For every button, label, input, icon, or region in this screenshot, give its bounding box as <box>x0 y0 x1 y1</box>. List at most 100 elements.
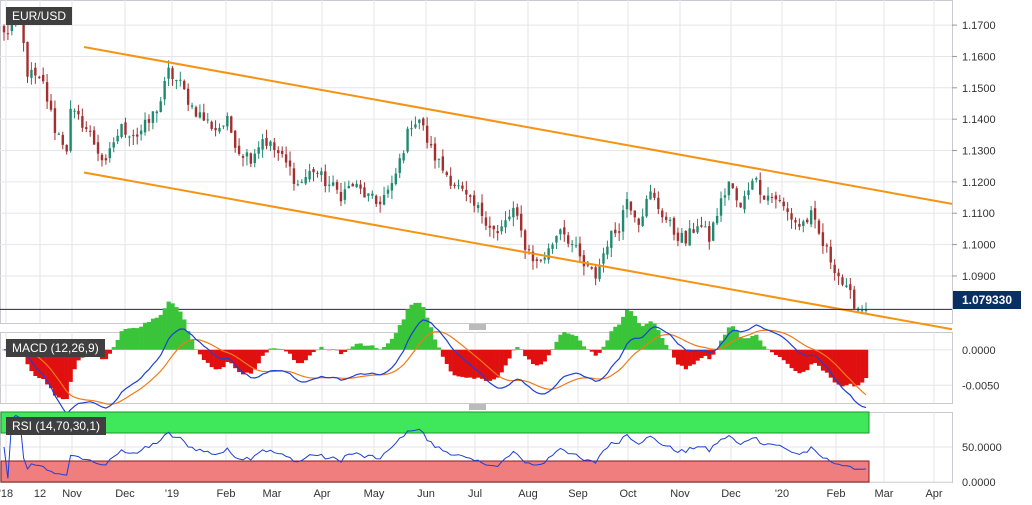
y-tick-label: 0.0000 <box>962 477 996 489</box>
candle-body <box>625 199 629 210</box>
candle-body <box>190 105 194 107</box>
candle-body <box>245 152 249 157</box>
candle-body <box>751 180 754 190</box>
macd-bar <box>722 334 728 350</box>
candle-body <box>653 192 656 198</box>
macd-bar <box>123 329 128 350</box>
macd-bar <box>146 321 152 350</box>
candle-body <box>218 127 221 132</box>
macd-bar <box>550 349 555 350</box>
candle-body <box>441 156 445 171</box>
candle-body <box>77 110 80 115</box>
candle-body <box>386 189 390 194</box>
macd-bar <box>444 349 449 364</box>
candle-body <box>38 76 41 78</box>
x-tick-label: '18 <box>0 488 13 500</box>
macd-bar <box>675 349 681 365</box>
macd-bar <box>217 349 222 370</box>
candle-body <box>26 41 29 77</box>
macd-bar <box>233 349 238 369</box>
candle-body <box>762 195 766 200</box>
candle-body <box>112 142 115 148</box>
candle-body <box>116 135 119 142</box>
macd-bar <box>331 349 336 350</box>
candle-body <box>633 210 637 218</box>
x-tick-label: Feb <box>217 488 236 500</box>
candle-body <box>578 243 582 257</box>
macd-bar <box>276 348 281 350</box>
candle-body <box>375 195 378 204</box>
macd-bar <box>154 317 160 350</box>
candle-body <box>445 172 448 176</box>
macd-bar <box>190 339 195 350</box>
macd-bar <box>178 311 183 350</box>
macd-bar <box>197 349 203 355</box>
macd-bar <box>562 332 567 350</box>
macd-bar <box>640 326 645 350</box>
x-tick-label: Nov <box>670 488 690 500</box>
candle-body <box>92 130 96 145</box>
macd-bar <box>158 314 163 350</box>
candle-body <box>806 219 809 223</box>
candle-body <box>257 147 260 154</box>
macd-bar <box>574 335 579 350</box>
candle-body <box>85 127 88 129</box>
macd-bar <box>785 349 790 364</box>
macd-bar <box>613 326 618 350</box>
macd-bar <box>515 347 520 350</box>
macd-bar <box>801 349 806 372</box>
macd-bar <box>397 325 402 350</box>
candle-body <box>817 220 821 234</box>
candle-body <box>704 226 707 228</box>
x-tick-label: Oct <box>619 488 636 500</box>
candle-body <box>461 185 464 189</box>
candle-body <box>65 144 68 152</box>
macd-bar <box>644 323 649 350</box>
macd-bar <box>237 349 242 373</box>
macd-bar <box>464 349 469 378</box>
candle-body <box>73 110 76 112</box>
candle-body <box>559 229 562 235</box>
rsi-line <box>3 414 867 479</box>
macd-bar <box>166 301 171 350</box>
macd-bar <box>41 349 46 380</box>
candle-body <box>661 210 664 218</box>
candle-body <box>96 142 100 154</box>
macd-bar <box>323 349 328 350</box>
macd-bar <box>139 326 144 350</box>
macd-bar <box>762 346 767 350</box>
channel-lower-line <box>83 171 953 331</box>
macd-bar <box>37 349 42 379</box>
macd-bar <box>56 349 62 398</box>
macd-bar <box>679 349 685 366</box>
macd-bar <box>127 328 132 350</box>
candle-body <box>774 195 778 200</box>
macd-bar <box>131 327 136 350</box>
candle-body <box>637 218 640 225</box>
macd-bar <box>350 346 355 350</box>
x-tick-label: Dec <box>721 488 741 500</box>
candle-body <box>308 170 311 180</box>
macd-bar <box>315 349 320 351</box>
panel-frame <box>0 0 953 324</box>
macd-bar <box>29 349 34 372</box>
macd-bar <box>389 338 395 350</box>
macd-bar <box>797 349 802 374</box>
candle-body <box>402 153 405 161</box>
macd-bar <box>672 349 677 358</box>
x-tick-label: Apr <box>925 488 942 500</box>
x-tick-label: Jun <box>417 488 435 500</box>
candle-body <box>480 202 484 216</box>
candle-body <box>567 235 570 244</box>
macd-bar <box>766 349 771 350</box>
macd-bar <box>558 334 563 350</box>
macd-bar <box>793 349 798 371</box>
candle-body <box>363 187 366 198</box>
y-tick-label: 1.1200 <box>962 177 996 189</box>
macd-bar <box>605 340 610 350</box>
macd-bar <box>303 349 308 361</box>
macd-bar <box>542 349 547 362</box>
candle-body <box>488 225 492 228</box>
candle-body <box>277 150 280 154</box>
